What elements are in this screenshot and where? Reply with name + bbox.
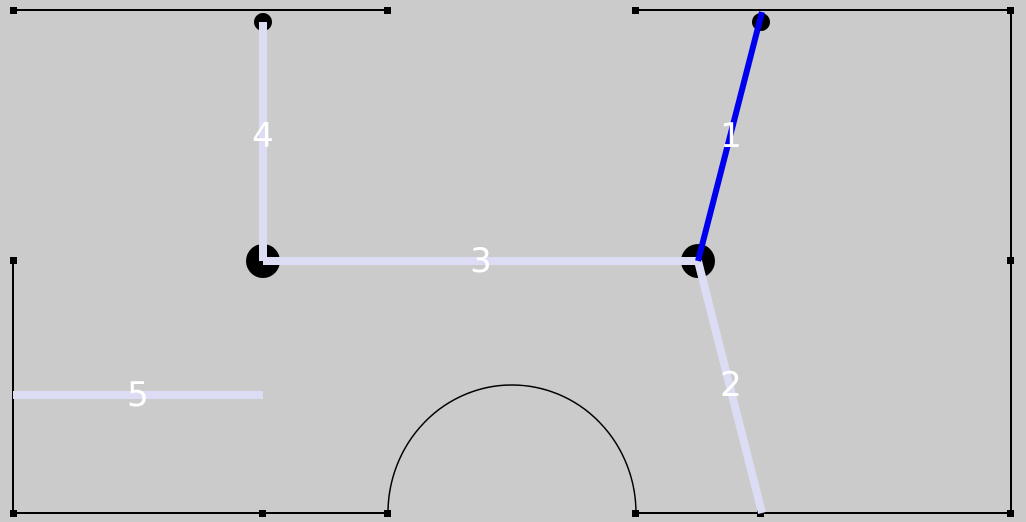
segment-labels: 1 2 3 4 5	[127, 116, 742, 415]
segment-label-4: 4	[252, 116, 274, 156]
segment-label-3: 3	[470, 241, 492, 281]
vertex-marker[interactable]	[1007, 510, 1014, 517]
vertex-marker[interactable]	[632, 7, 639, 14]
vertex-marker[interactable]	[10, 257, 17, 264]
segment-1[interactable]	[695, 11, 765, 262]
vertex-marker[interactable]	[757, 510, 764, 517]
segment-label-5: 5	[127, 375, 149, 415]
vertex-marker[interactable]	[10, 510, 17, 517]
joints	[246, 13, 770, 278]
vertex-marker[interactable]	[384, 7, 391, 14]
outline-arch	[387, 384, 637, 514]
segments	[13, 11, 766, 514]
outline-bottom-left	[12, 260, 388, 514]
vertex-marker[interactable]	[632, 510, 639, 517]
segment-label-1: 1	[720, 116, 742, 156]
vertex-marker[interactable]	[384, 510, 391, 517]
segment-label-2: 2	[720, 365, 742, 405]
vertex-marker[interactable]	[259, 510, 266, 517]
vertex-marker[interactable]	[1007, 257, 1014, 264]
boundary-vertices	[10, 7, 1014, 517]
vertex-marker[interactable]	[1007, 7, 1014, 14]
vertex-marker[interactable]	[10, 7, 17, 14]
segment-2[interactable]	[694, 260, 766, 514]
